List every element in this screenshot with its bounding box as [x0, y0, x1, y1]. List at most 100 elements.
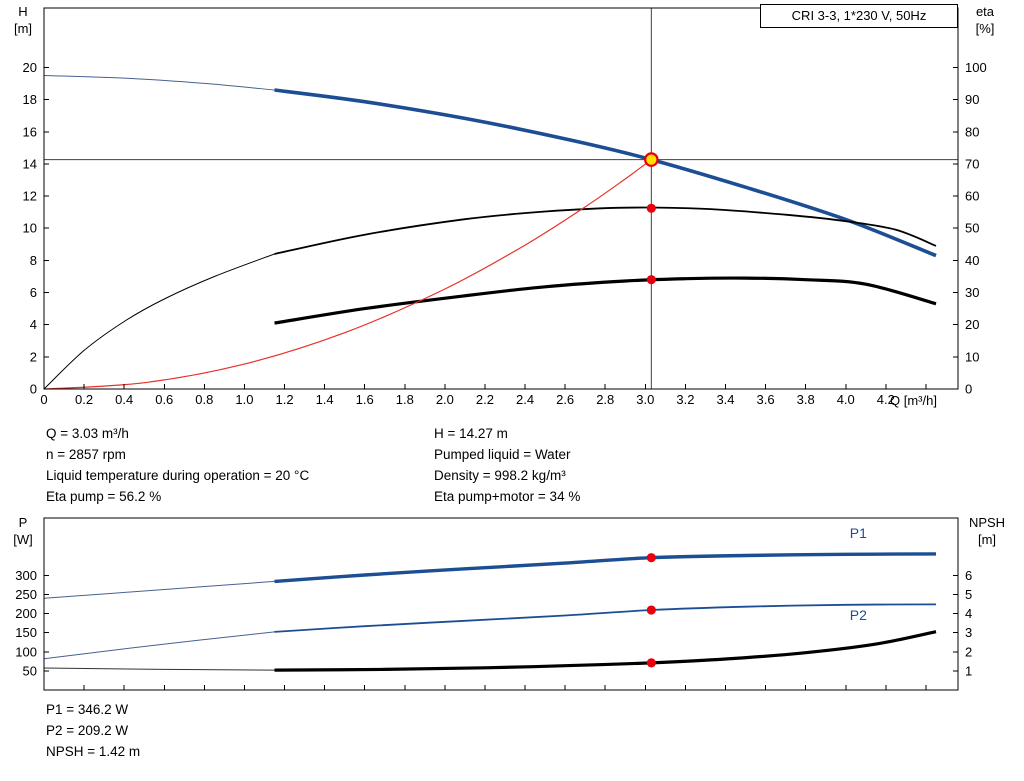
- left-tick-label: 4: [30, 317, 37, 332]
- eta-axis-letter: eta: [975, 4, 995, 19]
- left-tick-label: 20: [23, 60, 37, 75]
- left-tick-label: 150: [15, 625, 37, 640]
- series-label-p1: P1: [850, 525, 867, 541]
- npsh-axis-unit: [m]: [977, 532, 997, 547]
- pump-model-box: CRI 3-3, 1*230 V, 50Hz: [760, 4, 958, 28]
- left-tick-label: 16: [23, 124, 37, 139]
- eta-pump-extension: [43, 253, 275, 390]
- left-tick-label: 300: [15, 568, 37, 583]
- p-axis-title: P [W]: [2, 514, 44, 548]
- x-tick-label: 3.6: [757, 392, 775, 407]
- x-tick-label: 0.4: [115, 392, 133, 407]
- duty-info-right-column: H = 14.27 m Pumped liquid = Water Densit…: [434, 423, 580, 507]
- info-density: Density = 998.2 kg/m³: [434, 468, 566, 483]
- results-column: P1 = 346.2 W P2 = 209.2 W NPSH = 1.42 m: [46, 699, 140, 762]
- x-tick-label: 3.0: [636, 392, 654, 407]
- right-tick-label: 1: [965, 663, 972, 678]
- npsh-axis-title: NPSH [m]: [954, 514, 1020, 548]
- result-npsh: NPSH = 1.42 m: [46, 744, 141, 759]
- h-axis-unit: [m]: [13, 21, 33, 36]
- info-speed: n = 2857 rpm: [46, 447, 126, 462]
- p-axis-unit: [W]: [13, 532, 33, 547]
- info-eta-pump-motor: Eta pump+motor = 34 %: [434, 489, 581, 504]
- x-tick-label: 3.4: [716, 392, 734, 407]
- x-tick-label: 2.4: [516, 392, 534, 407]
- x-tick-label: 1.2: [275, 392, 293, 407]
- npsh-axis-letter: NPSH: [968, 515, 1006, 530]
- right-tick-label: 50: [965, 221, 979, 236]
- x-tick-label: 4.0: [837, 392, 855, 407]
- info-flow: Q = 3.03 m³/h: [46, 426, 129, 441]
- left-tick-label: 100: [15, 644, 37, 659]
- left-tick-label: 6: [30, 285, 37, 300]
- right-tick-label: 0: [965, 382, 972, 397]
- x-tick-label: 3.8: [797, 392, 815, 407]
- qh-curve-extension: [43, 75, 275, 91]
- duty-point-marker[interactable]: [644, 152, 659, 167]
- x-tick-label: 2.6: [556, 392, 574, 407]
- left-tick-label: 50: [23, 663, 37, 678]
- left-tick-label: 8: [30, 253, 37, 268]
- npsh-curve: [274, 630, 937, 672]
- p-axis-letter: P: [18, 515, 28, 530]
- left-tick-label: 10: [23, 221, 37, 236]
- left-tick-label: 0: [30, 382, 37, 397]
- h-axis-title: H [m]: [2, 3, 44, 37]
- x-tick-label: 2.2: [476, 392, 494, 407]
- x-tick-label: 1.4: [316, 392, 334, 407]
- x-tick-label: 2.8: [596, 392, 614, 407]
- p2-curve-extension: [43, 631, 275, 660]
- p2-curve: [274, 603, 937, 633]
- x-tick-label: 1.0: [235, 392, 253, 407]
- q-axis-unit-label: Q [m³/h]: [890, 393, 937, 408]
- right-tick-label: 40: [965, 253, 979, 268]
- right-tick-label: 20: [965, 317, 979, 332]
- eta-axis-title: eta [%]: [960, 3, 1010, 37]
- left-tick-label: 14: [23, 156, 37, 171]
- npsh-curve-extension: [43, 667, 275, 671]
- right-tick-label: 3: [965, 625, 972, 640]
- operating-value-dot: [646, 553, 656, 563]
- p1-curve-extension: [43, 580, 275, 599]
- x-tick-label: 0.6: [155, 392, 173, 407]
- x-tick-label: 3.2: [676, 392, 694, 407]
- operating-value-dot: [646, 203, 656, 213]
- power-npsh-chart-canvas: 50 100 150 200 250 300 1 2 3 4 5 6 P1 P2: [15, 517, 972, 691]
- x-tick-label: 0.2: [75, 392, 93, 407]
- left-tick-label: 18: [23, 92, 37, 107]
- right-tick-label: 10: [965, 349, 979, 364]
- info-eta-pump: Eta pump = 56.2 %: [46, 489, 162, 504]
- left-tick-label: 2: [30, 349, 37, 364]
- plot-border: [43, 517, 959, 691]
- right-tick-label: 90: [965, 92, 979, 107]
- x-tick-label: 4.2: [877, 392, 895, 407]
- left-tick-label: 12: [23, 189, 37, 204]
- p1-curve: [274, 552, 937, 584]
- operating-value-dot: [646, 275, 656, 285]
- right-tick-label: 6: [965, 568, 972, 583]
- series-label-p2: P2: [850, 607, 867, 623]
- plot-border: [43, 7, 959, 390]
- eta-axis-unit: [%]: [975, 21, 995, 36]
- eta-pump-motor-curve: [274, 276, 937, 325]
- right-tick-label: 2: [965, 644, 972, 659]
- right-tick-label: 70: [965, 156, 979, 171]
- duty-info-left-column: Q = 3.03 m³/h n = 2857 rpm Liquid temper…: [46, 423, 309, 507]
- qh-eta-chart-canvas: 0 0.2 0.4 0.6 0.8 1.0 1.2 1.4 1.6 1.8 2.0 2.2 2.4 2.6…: [23, 7, 987, 407]
- qh-curve: [274, 88, 937, 258]
- right-tick-label: 4: [965, 606, 972, 621]
- right-tick-label: 5: [965, 587, 972, 602]
- x-tick-label: 2.0: [436, 392, 454, 407]
- right-tick-label: 60: [965, 189, 979, 204]
- right-tick-label: 100: [965, 60, 987, 75]
- left-tick-label: 250: [15, 587, 37, 602]
- eta-pump-curve: [274, 206, 937, 255]
- system-curve: [43, 159, 652, 390]
- h-axis-letter: H: [18, 4, 28, 19]
- info-pumped-liquid: Pumped liquid = Water: [434, 447, 571, 462]
- result-p2: P2 = 209.2 W: [46, 723, 129, 738]
- operating-value-dot: [646, 605, 656, 615]
- left-tick-label: 200: [15, 606, 37, 621]
- right-tick-label: 30: [965, 285, 979, 300]
